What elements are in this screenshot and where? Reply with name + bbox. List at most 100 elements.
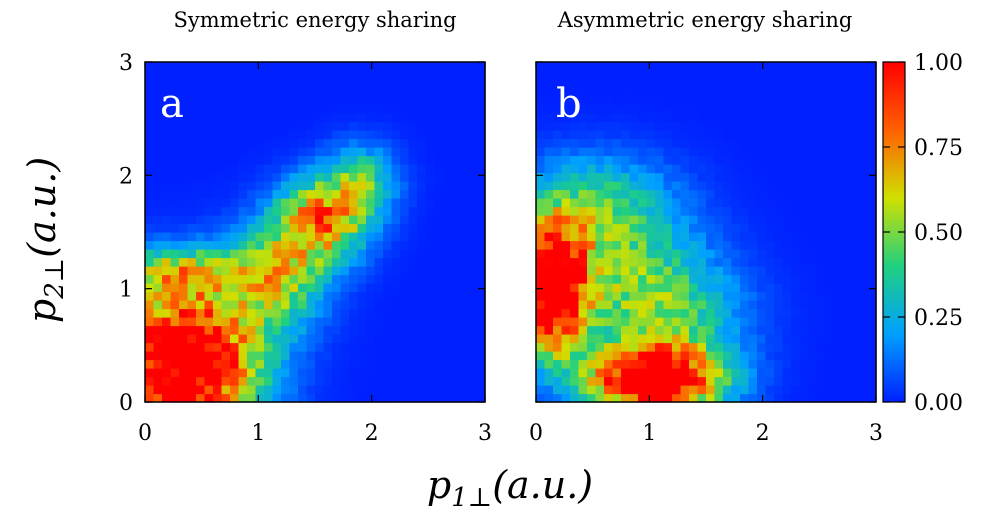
heatmap-b-cell <box>578 113 588 123</box>
heatmap-b-cell <box>587 138 597 148</box>
heatmap-a-cell <box>340 359 350 369</box>
heatmap-a-cell <box>306 317 316 327</box>
heatmap-a-cell <box>255 232 265 242</box>
heatmap-a-cell <box>204 240 214 250</box>
heatmap-b-cell <box>833 385 843 395</box>
heatmap-a-cell <box>170 62 180 72</box>
heatmap-a-cell <box>374 215 384 225</box>
heatmap-a-cell <box>289 393 299 403</box>
heatmap-a-cell <box>408 189 418 199</box>
heatmap-a-cell <box>306 113 316 123</box>
heatmap-a-cell <box>332 317 342 327</box>
heatmap-a-cell <box>357 342 367 352</box>
heatmap-a-cell <box>255 300 265 310</box>
heatmap-b-cell <box>553 274 563 284</box>
heatmap-a-cell <box>162 351 172 361</box>
heatmap-a-cell <box>170 121 180 131</box>
heatmap-b-cell <box>612 62 622 72</box>
heatmap-a-cell <box>442 325 452 335</box>
heatmap-b-cell <box>578 172 588 182</box>
heatmap-b-cell <box>757 189 767 199</box>
heatmap-b-cell <box>706 308 716 318</box>
heatmap-a-cell <box>434 283 444 293</box>
heatmap-b-cell <box>655 121 665 131</box>
heatmap-b-cell <box>808 308 818 318</box>
heatmap-b-cell <box>544 121 554 131</box>
heatmap-b-cell <box>680 181 690 191</box>
heatmap-b-cell <box>570 172 580 182</box>
heatmap-b-cell <box>816 266 826 276</box>
heatmap-a-cell <box>383 155 393 165</box>
heatmap-a-cell <box>170 334 180 344</box>
heatmap-b-cell <box>723 215 733 225</box>
heatmap-a-cell <box>306 104 316 114</box>
heatmap-a-cell <box>383 206 393 216</box>
heatmap-b-cell <box>612 223 622 233</box>
heatmap-b-cell <box>638 164 648 174</box>
heatmap-b-cell <box>859 376 869 386</box>
heatmap-a-cell <box>281 181 291 191</box>
heatmap-b-cell <box>757 138 767 148</box>
heatmap-b-cell <box>595 308 605 318</box>
heatmap-a-cell <box>179 317 189 327</box>
heatmap-a-cell <box>196 266 206 276</box>
heatmap-b-cell <box>570 249 580 259</box>
heatmap-a-cell <box>298 155 308 165</box>
heatmap-a-cell <box>340 79 350 89</box>
heatmap-a-cell <box>306 351 316 361</box>
heatmap-a-cell <box>383 317 393 327</box>
heatmap-a-cell <box>468 198 478 208</box>
heatmap-a-cell <box>349 164 359 174</box>
panel-b-frame <box>535 61 877 403</box>
heatmap-a-cell <box>255 79 265 89</box>
heatmap-b-cell <box>587 240 597 250</box>
heatmap-b-cell <box>799 181 809 191</box>
heatmap-b-cell <box>808 342 818 352</box>
heatmap-b-cell <box>782 104 792 114</box>
x-axis-label-base: p <box>427 463 451 507</box>
heatmap-b-cell <box>536 147 546 157</box>
heatmap-b-cell <box>825 113 835 123</box>
heatmap-b-cell <box>689 206 699 216</box>
heatmap-a-cell <box>366 223 376 233</box>
heatmap-b-cell <box>850 385 860 395</box>
heatmap-a-cell <box>247 342 257 352</box>
heatmap-b-cell <box>774 223 784 233</box>
heatmap-b-cell <box>714 138 724 148</box>
heatmap-a-cell <box>476 283 486 293</box>
heatmap-a-cell <box>162 130 172 140</box>
heatmap-b-cell <box>859 181 869 191</box>
heatmap-b-cell <box>850 368 860 378</box>
heatmap-b-cell <box>587 317 597 327</box>
heatmap-a-cell <box>459 79 469 89</box>
heatmap-b-cell <box>544 368 554 378</box>
heatmap-a-cell <box>298 274 308 284</box>
heatmap-b-cell <box>748 393 758 403</box>
heatmap-a-cell <box>476 317 486 327</box>
heatmap-b-cell <box>655 198 665 208</box>
heatmap-b-cell <box>842 342 852 352</box>
heatmap-a-cell <box>289 240 299 250</box>
heatmap-a-cell <box>315 334 325 344</box>
heatmap-a-cell <box>196 62 206 72</box>
heatmap-b-cell <box>731 62 741 72</box>
heatmap-b-cell <box>544 62 554 72</box>
x-tick-label: 1 <box>251 421 265 446</box>
heatmap-b-cell <box>842 172 852 182</box>
heatmap-b-cell <box>740 113 750 123</box>
heatmap-a-cell <box>468 104 478 114</box>
heatmap-b-cell <box>663 206 673 216</box>
heatmap-a-cell <box>255 198 265 208</box>
heatmap-a-cell <box>264 223 274 233</box>
heatmap-a-cell <box>170 206 180 216</box>
heatmap-b-cell <box>731 308 741 318</box>
heatmap-a-cell <box>357 164 367 174</box>
heatmap-a-cell <box>153 232 163 242</box>
heatmap-a-cell <box>434 232 444 242</box>
heatmap-b-cell <box>825 96 835 106</box>
heatmap-a-cell <box>153 368 163 378</box>
heatmap-a-cell <box>145 164 155 174</box>
heatmap-b-cell <box>638 359 648 369</box>
heatmap-b-cell <box>850 79 860 89</box>
